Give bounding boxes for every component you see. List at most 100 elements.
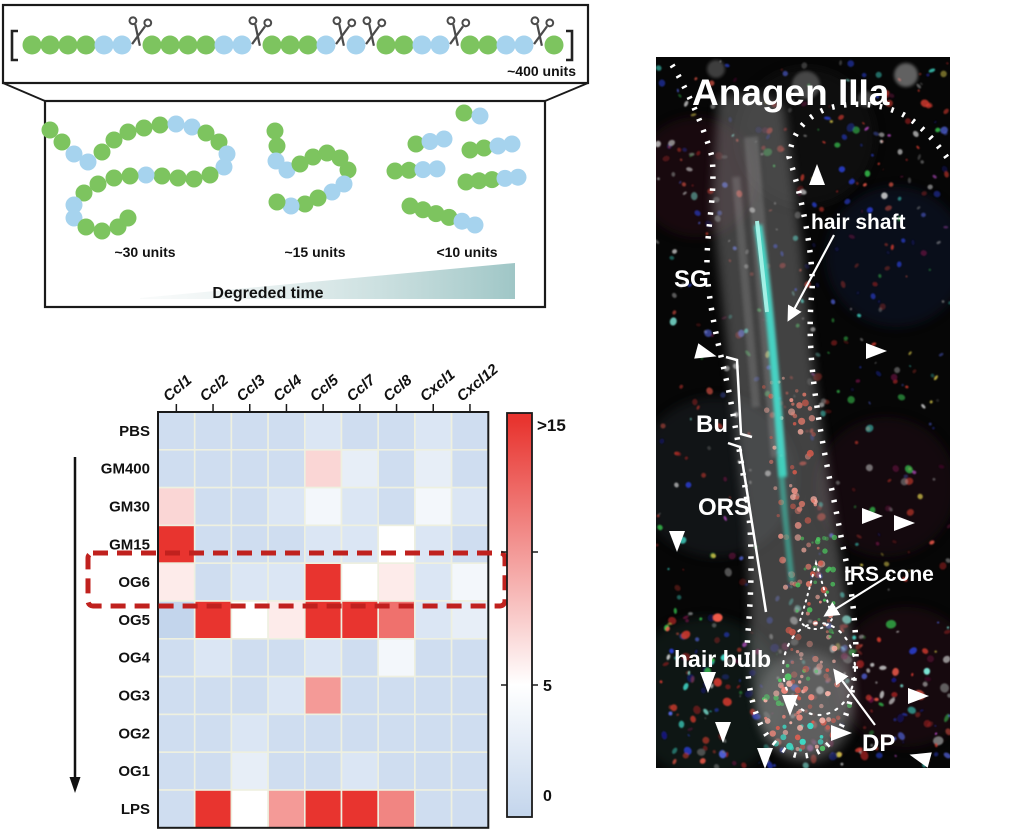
bulb-speckle: [825, 668, 830, 673]
speckle: [669, 255, 675, 260]
speckle: [877, 300, 881, 303]
speckle: [875, 95, 879, 99]
irs-cone-outline: [798, 559, 834, 630]
speckle: [890, 244, 894, 250]
monomer-bead: [196, 35, 216, 55]
annotation-label-irs-cone: IRS cone: [844, 563, 934, 586]
speckle: [934, 732, 938, 735]
heatmap-cell: [450, 789, 490, 829]
speckle: [742, 642, 747, 648]
speckle: [704, 717, 707, 720]
speckle: [928, 102, 933, 108]
irs-speckle: [828, 635, 832, 639]
speckle: [934, 650, 937, 653]
speckle: [894, 367, 901, 374]
speckle: [831, 340, 838, 346]
heatmap-cell: [303, 486, 343, 527]
speckle: [901, 238, 906, 243]
speckle: [829, 120, 834, 123]
speckle: [883, 561, 890, 567]
speckle: [858, 634, 864, 639]
fragment-bead: [119, 123, 137, 141]
hair-shaft-core: [755, 220, 769, 313]
speckle: [921, 191, 927, 196]
speckle: [879, 690, 885, 699]
speckle: [745, 583, 749, 586]
speckle: [799, 189, 807, 195]
follicle-speckle: [815, 594, 820, 600]
monomer-bead: [460, 35, 480, 55]
speckle: [868, 730, 874, 736]
follicle-speckle: [806, 449, 814, 457]
arrowhead-icon: [757, 748, 773, 768]
annotation-label-hair-bulb: hair bulb: [674, 646, 771, 672]
speckle: [682, 568, 685, 571]
fragment-bead: [135, 119, 153, 137]
speckle: [840, 280, 846, 289]
speckle: [679, 180, 682, 184]
heatmap-cell: [230, 411, 269, 451]
speckle: [936, 399, 939, 402]
speckle: [860, 143, 863, 147]
speckle: [907, 177, 912, 184]
heatmap-cell: [193, 751, 233, 791]
speckle: [690, 675, 695, 683]
annotation-label-ors: ORS: [698, 494, 750, 521]
speckle: [766, 761, 773, 768]
speckle: [819, 206, 825, 212]
fragment-bead: [291, 155, 309, 173]
dp-arrow: [833, 668, 876, 726]
speckle: [831, 318, 835, 323]
speckle: [871, 342, 877, 346]
speckle: [711, 98, 717, 104]
speckle: [670, 704, 678, 712]
speckle: [679, 282, 685, 288]
speckle: [840, 762, 844, 766]
speckle: [662, 661, 669, 667]
heatmap-row-label: OG5: [118, 612, 150, 629]
fragment-bead: [210, 133, 228, 151]
speckle: [684, 100, 689, 107]
speckle: [946, 524, 950, 529]
speckle: [669, 317, 677, 326]
dp-outline: [781, 621, 857, 717]
speckle: [699, 617, 703, 621]
speckle: [880, 736, 885, 739]
speckle: [928, 68, 936, 73]
speckle: [855, 747, 863, 753]
speckle: [656, 140, 661, 148]
speckle: [878, 132, 885, 138]
bulb-speckle: [779, 684, 784, 689]
speckle: [897, 394, 906, 401]
speckle: [817, 128, 820, 131]
bulb-speckle: [814, 669, 819, 674]
speckle: [848, 234, 855, 239]
speckle: [942, 655, 950, 663]
speckle: [780, 68, 783, 72]
speckle: [722, 750, 725, 753]
heatmap-cell: [303, 751, 343, 791]
heatmap-cell: [340, 751, 380, 791]
speckle: [841, 134, 848, 140]
speckle: [741, 762, 747, 768]
speckle: [678, 720, 685, 729]
speckle: [724, 567, 732, 577]
speckle: [657, 177, 660, 181]
speckle: [927, 184, 933, 190]
bulb-speckle: [799, 744, 806, 750]
fragment-bead: [151, 116, 169, 134]
speckle: [920, 160, 924, 164]
bracket-open: [10, 29, 18, 62]
speckle: [916, 206, 921, 210]
speckle: [902, 713, 908, 717]
speckle: [928, 268, 932, 272]
speckle: [903, 474, 908, 478]
heatmap-cell: [377, 562, 416, 602]
fragment-bead: [414, 201, 432, 219]
follicle-speckle: [831, 645, 838, 652]
degraded-fragments: [41, 104, 527, 240]
speckle: [668, 616, 677, 625]
monomer-bead: [40, 35, 60, 55]
speckle: [836, 751, 842, 758]
speckle: [907, 570, 910, 572]
